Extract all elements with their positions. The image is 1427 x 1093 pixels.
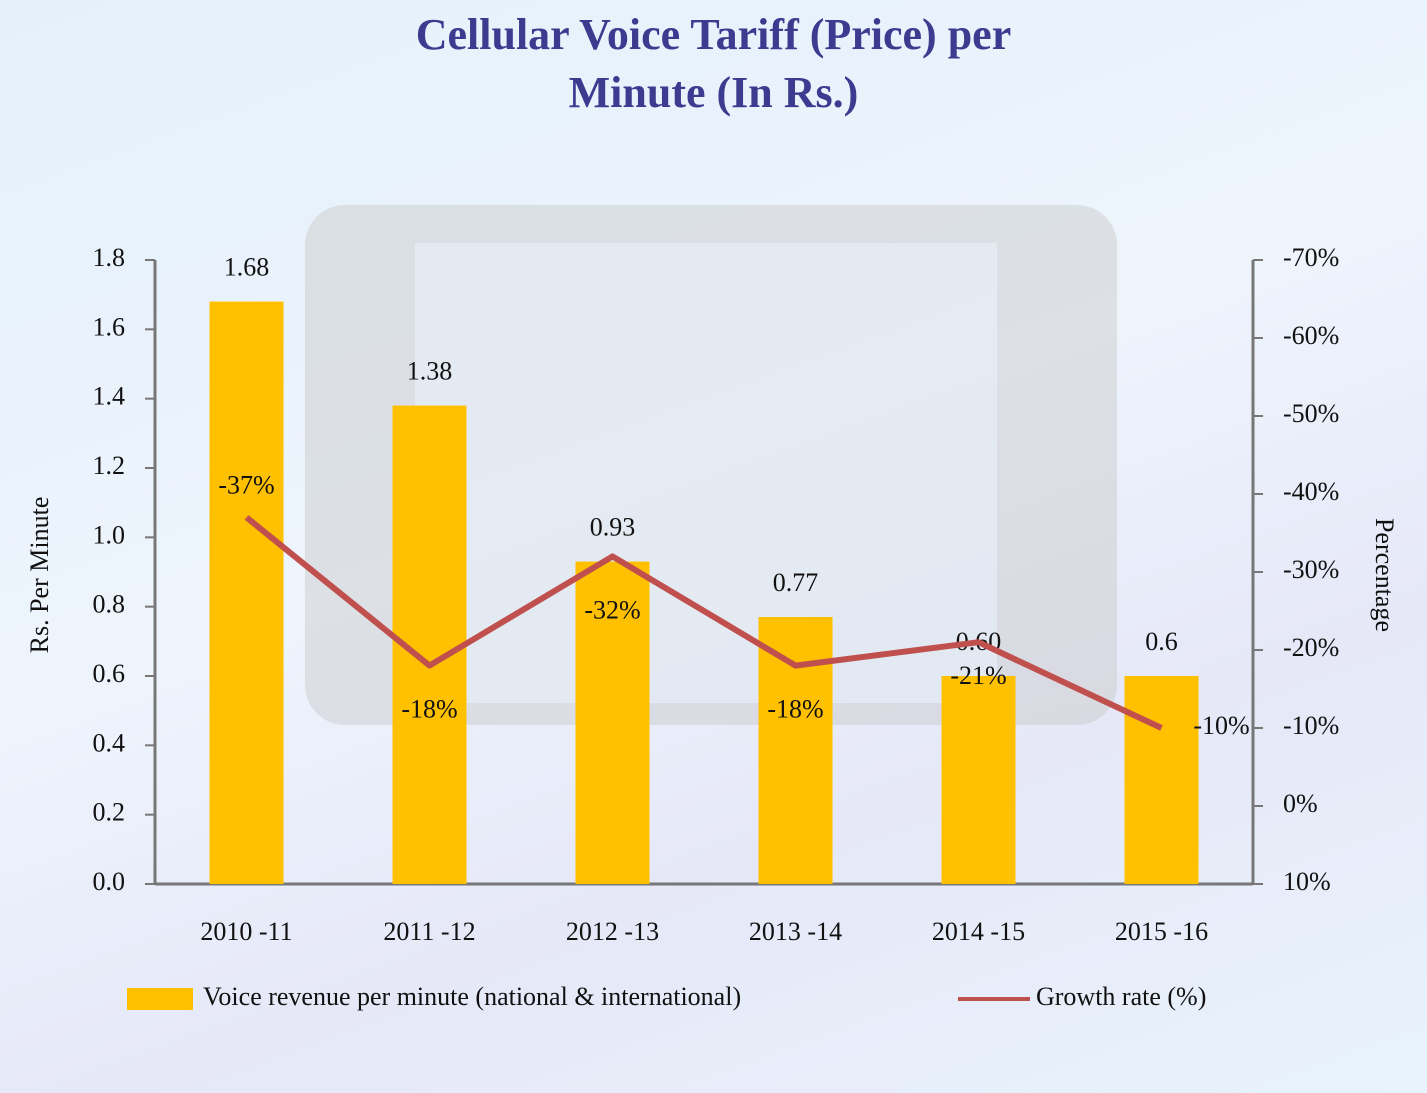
line-value-label: -32% (584, 595, 640, 624)
y-tick-label: 1.2 (93, 451, 126, 480)
y2-tick-label: -30% (1283, 555, 1339, 584)
chart-title: Cellular Voice Tariff (Price) per Minute… (415, 10, 1012, 117)
x-tick-label: 2011 -12 (383, 917, 475, 946)
bar-value-label: 1.68 (224, 253, 270, 282)
x-tick-label: 2013 -14 (749, 917, 842, 946)
bar (758, 617, 833, 884)
y-tick-label: 1.6 (93, 312, 126, 341)
x-tick-label: 2010 -11 (200, 917, 292, 946)
y-tick-label: 1.0 (93, 520, 126, 549)
bar (1124, 676, 1199, 884)
x-tick-label: 2012 -13 (566, 917, 659, 946)
y-tick-label: 1.4 (93, 382, 126, 411)
y-axis-label: Rs. Per Minute (25, 497, 54, 654)
y2-tick-label: -60% (1283, 321, 1339, 350)
bar-value-label: 1.38 (407, 357, 453, 386)
y2-tick-label: -70% (1283, 243, 1339, 272)
y2-tick-label: 0% (1283, 789, 1318, 818)
line-value-label: -37% (218, 470, 274, 499)
line-value-label: -18% (767, 695, 823, 724)
y-tick-label: 0.2 (93, 798, 126, 827)
y2-tick-label: -40% (1283, 477, 1339, 506)
y2-tick-label: -50% (1283, 399, 1339, 428)
y-tick-label: 0.4 (93, 728, 126, 757)
y-tick-label: 0.8 (93, 590, 126, 619)
y2-tick-label: -20% (1283, 633, 1339, 662)
line-value-label: -10% (1193, 711, 1249, 740)
background-shape (415, 243, 997, 703)
growth-line (244, 515, 1163, 731)
y-tick-label: 0.6 (93, 659, 126, 688)
x-tick-label: 2015 -16 (1115, 917, 1208, 946)
y-tick-label: 0.0 (93, 867, 126, 896)
legend-label: Growth rate (%) (1036, 982, 1206, 1011)
line-value-label: -21% (950, 661, 1006, 690)
bar-value-label: 0.6 (1145, 627, 1178, 656)
x-tick-label: 2014 -15 (932, 917, 1025, 946)
y2-axis-label: Percentage (1370, 518, 1399, 632)
legend-label: Voice revenue per minute (national & int… (203, 982, 741, 1011)
bar (575, 561, 650, 884)
legend-swatch (127, 988, 193, 1010)
y2-tick-label: -10% (1283, 711, 1339, 740)
bar-value-label: 0.77 (773, 568, 819, 597)
line-value-label: -18% (401, 695, 457, 724)
bar-value-label: 0.93 (590, 513, 636, 542)
bar (941, 676, 1016, 884)
y-tick-label: 1.8 (93, 243, 126, 272)
bar (209, 301, 284, 885)
y2-tick-label: 10% (1283, 867, 1331, 896)
